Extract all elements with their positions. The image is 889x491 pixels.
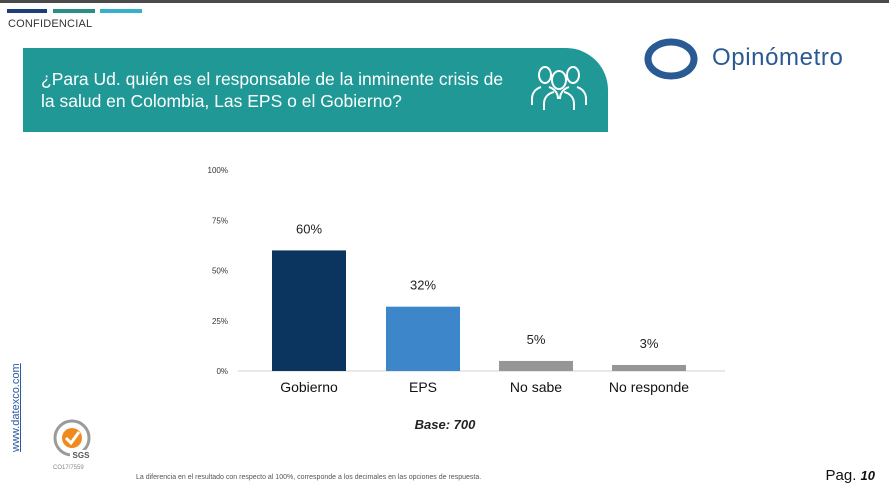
people-group-icon — [531, 66, 587, 110]
bar-gobierno — [272, 250, 346, 371]
bar-no-sabe — [499, 360, 573, 371]
category-label: EPS — [409, 379, 437, 395]
page-number-value: 10 — [860, 468, 875, 483]
bar-eps — [386, 306, 460, 371]
base-label: Base: 700 — [414, 417, 476, 432]
question-banner: ¿Para Ud. quién es el responsable de la … — [23, 48, 608, 132]
opinometro-logo: Opinómetro — [642, 37, 862, 81]
page-number: Pag. 10 — [826, 467, 876, 484]
footnote: La diferencia en el resultado con respec… — [136, 474, 482, 481]
data-label: 32% — [410, 278, 436, 293]
y-tick-label: 25% — [212, 317, 228, 326]
data-label: 60% — [296, 221, 322, 236]
bar-no-responde — [612, 364, 686, 371]
seal-text: SGS — [73, 451, 91, 460]
category-label: No sabe — [510, 379, 562, 395]
confidential-label: CONFIDENCIAL — [8, 18, 93, 30]
y-tick-label: 100% — [208, 166, 228, 175]
question-text: ¿Para Ud. quién es el responsable de la … — [41, 69, 504, 111]
data-label: 5% — [527, 332, 546, 347]
data-label: 3% — [640, 336, 659, 351]
y-tick-label: 75% — [212, 216, 228, 225]
seal-code: CO17/7559 — [53, 465, 84, 471]
y-tick-label: 0% — [216, 367, 228, 376]
page-label: Pag. — [825, 467, 857, 484]
category-label: Gobierno — [280, 379, 338, 395]
certification-seal-icon: SGS — [53, 419, 92, 460]
accent-stripe-teal — [53, 9, 95, 13]
accent-stripe-navy — [7, 9, 47, 13]
top-rule — [0, 0, 889, 3]
y-tick-label: 50% — [212, 267, 228, 276]
logo-ring-icon — [644, 38, 698, 80]
brand-name: Opinómetro — [712, 44, 844, 71]
accent-stripe-cyan — [100, 9, 142, 13]
category-label: No responde — [609, 379, 689, 395]
website-link[interactable]: www.datexco.com — [10, 363, 22, 452]
